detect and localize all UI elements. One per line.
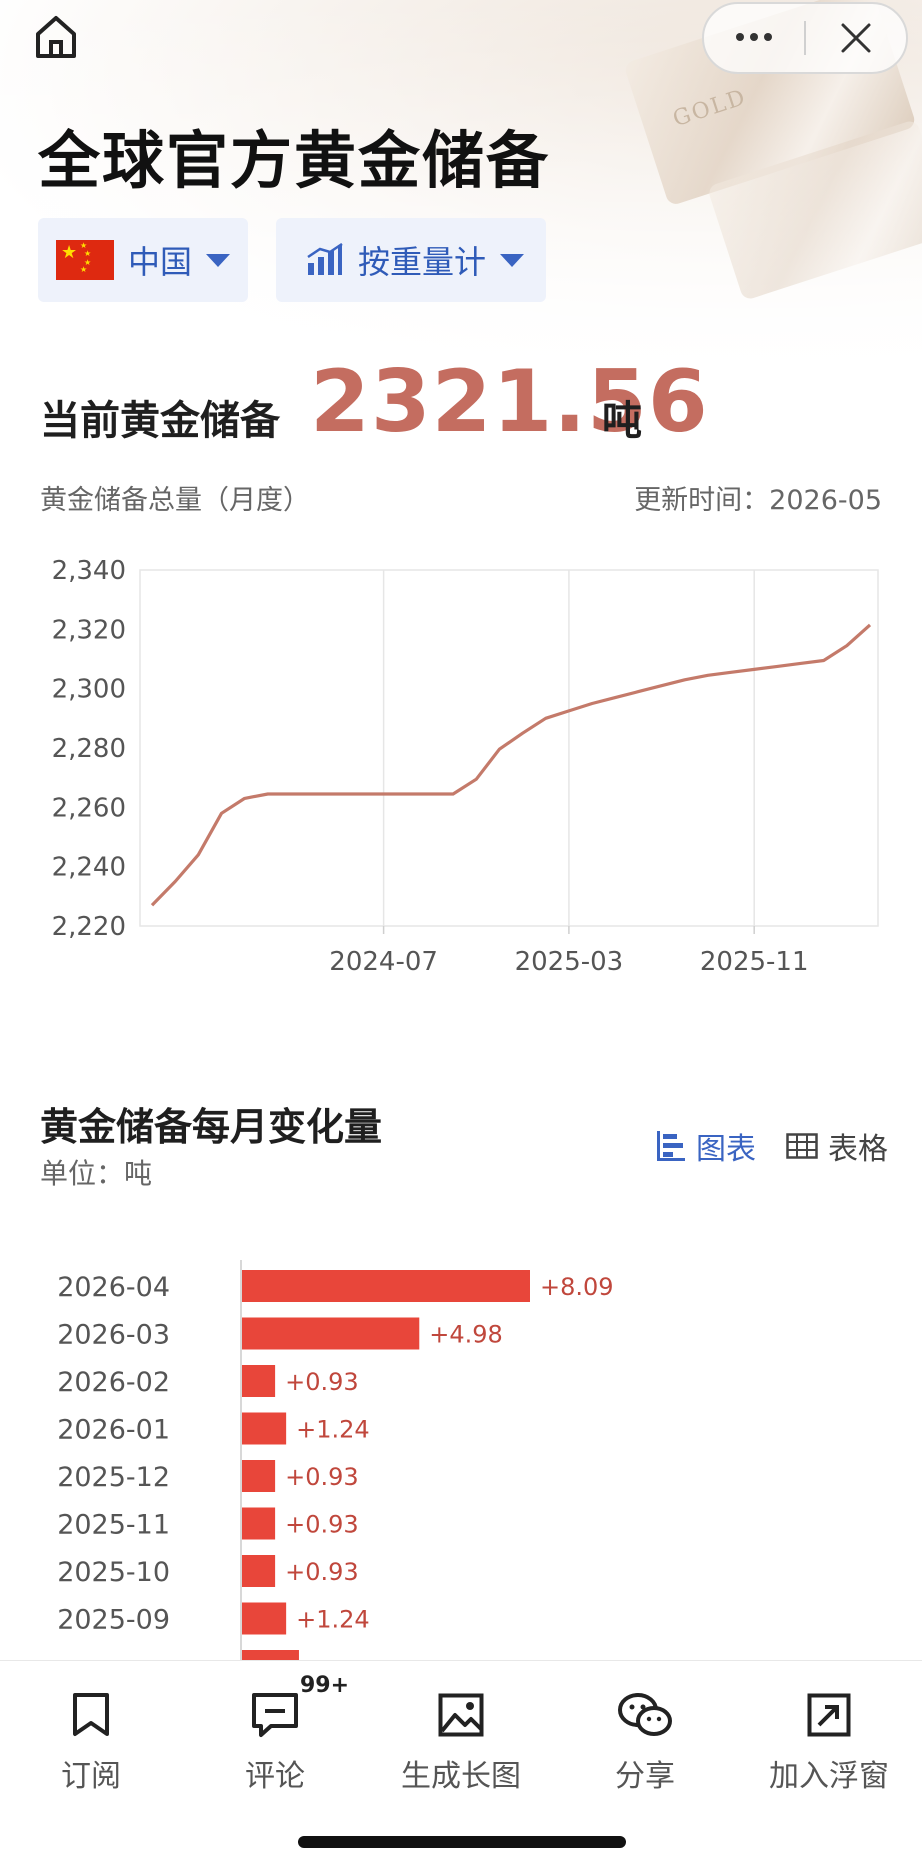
change-bar <box>242 1317 420 1350</box>
chevron-down-icon <box>206 253 231 267</box>
x-tick-label: 2025-11 <box>700 947 809 977</box>
change-bar <box>242 1460 276 1492</box>
bar-category-label: 2025-11 <box>57 1510 170 1541</box>
view-table-tab[interactable]: 表格 <box>786 1124 888 1168</box>
float-window-icon <box>807 1693 851 1737</box>
mini-program-capsule <box>702 2 908 74</box>
table-view-icon <box>786 1133 818 1159</box>
current-reserve-label: 当前黄金储备 <box>40 398 280 444</box>
bottom-toolbar: 订阅 评论 99+ 生成长图 <box>0 1660 922 1870</box>
current-reserve-unit: 吨 <box>602 398 642 444</box>
home-indicator <box>298 1836 626 1848</box>
change-bar <box>242 1602 287 1635</box>
long-image-label: 生成长图 <box>401 1759 521 1794</box>
more-icon <box>736 33 772 41</box>
bar-value-label: +0.93 <box>285 1368 359 1396</box>
metric-label: 按重量计 <box>358 243 487 281</box>
bar-value-label: +8.09 <box>540 1273 614 1301</box>
monthly-change-unit: 单位：吨 <box>40 1157 153 1190</box>
bar-category-label: 2026-04 <box>57 1272 170 1303</box>
float-window-button[interactable]: 加入浮窗 <box>754 1685 904 1795</box>
update-time: 更新时间：2026-05 <box>634 485 882 516</box>
bar-category-label: 2026-03 <box>57 1320 170 1351</box>
y-tick-label: 2,220 <box>52 912 126 942</box>
plot-frame <box>139 569 879 927</box>
subscribe-button[interactable]: 订阅 <box>16 1685 166 1795</box>
bar-value-label: +0.93 <box>285 1558 359 1586</box>
bookmark-icon <box>73 1693 109 1736</box>
float-window-label: 加入浮窗 <box>769 1759 889 1794</box>
change-bar <box>242 1555 276 1587</box>
comment-icon <box>252 1693 298 1737</box>
view-table-label: 表格 <box>828 1132 888 1167</box>
change-bar <box>242 1365 276 1397</box>
bar-category-label: 2026-01 <box>57 1415 170 1446</box>
monthly-change-title: 黄金储备每月变化量 <box>40 1105 383 1149</box>
change-bar <box>242 1650 299 1660</box>
bar-value-label: +1.24 <box>296 1606 370 1634</box>
view-chart-label: 图表 <box>696 1132 756 1167</box>
country-label: 中国 <box>128 243 193 281</box>
bar-value-label: +4.98 <box>429 1321 503 1349</box>
comment-button[interactable]: 评论 <box>200 1685 350 1795</box>
change-bar <box>242 1412 287 1445</box>
home-button[interactable] <box>34 14 84 64</box>
share-button[interactable]: 分享 <box>570 1685 720 1795</box>
wechat-icon <box>618 1693 672 1736</box>
x-tick-label: 2025-03 <box>515 947 624 977</box>
change-bar <box>242 1270 530 1302</box>
share-label: 分享 <box>615 1759 675 1794</box>
china-flag-icon: ★ ★ ★ ★ ★ <box>56 240 114 280</box>
y-tick-label: 2,280 <box>52 734 126 764</box>
subscribe-label: 订阅 <box>61 1759 121 1794</box>
bar-value-label: +1.24 <box>296 1416 370 1444</box>
page-title: 全球官方黄金储备 <box>38 124 551 197</box>
capsule-divider <box>804 21 806 55</box>
country-selector[interactable]: ★ ★ ★ ★ ★ 中国 <box>38 218 248 302</box>
bar-category-label: 2025-10 <box>57 1557 170 1588</box>
y-tick-label: 2,320 <box>52 615 126 645</box>
y-tick-label: 2,340 <box>52 556 126 586</box>
view-chart-tab[interactable]: 图表 <box>656 1124 756 1168</box>
comment-count-badge: 99+ <box>300 1673 350 1698</box>
y-tick-label: 2,260 <box>52 793 126 823</box>
x-tick-label: 2024-07 <box>329 947 438 977</box>
chevron-down-icon <box>500 253 525 267</box>
bar-value-label: +0.93 <box>285 1463 359 1491</box>
metric-selector[interactable]: 按重量计 <box>276 218 546 302</box>
bar-category-label: 2025-09 <box>57 1605 170 1636</box>
reserve-series-line <box>150 623 872 907</box>
chart-view-icon <box>657 1131 685 1161</box>
monthly-change-bar-chart[interactable]: 2026-04 +8.09 2026-03 +4.98 2026-02 +0.93 2026… <box>0 1240 922 1660</box>
comment-label: 评论 <box>245 1759 305 1794</box>
home-icon <box>36 16 76 58</box>
bar-category-label: 2026-02 <box>57 1367 170 1398</box>
bar-value-label: +0.93 <box>285 1511 359 1539</box>
change-bar <box>242 1507 276 1540</box>
bar-chart-icon <box>307 243 343 275</box>
line-chart-title: 黄金储备总量（月度） <box>40 485 310 516</box>
image-icon <box>438 1693 484 1737</box>
gold-reserve-line-chart[interactable]: 2,340 2,320 2,300 2,280 2,260 2,240 2,220 2024-… <box>30 540 900 1000</box>
close-button[interactable] <box>806 22 906 54</box>
close-icon <box>841 23 871 53</box>
y-tick-label: 2,240 <box>52 853 126 883</box>
y-tick-label: 2,300 <box>52 675 126 705</box>
bar-category-label: 2025-12 <box>57 1462 170 1493</box>
current-reserve-value: 2321.56 <box>310 352 709 452</box>
long-image-button[interactable]: 生成长图 <box>386 1685 536 1795</box>
more-button[interactable] <box>704 18 804 48</box>
